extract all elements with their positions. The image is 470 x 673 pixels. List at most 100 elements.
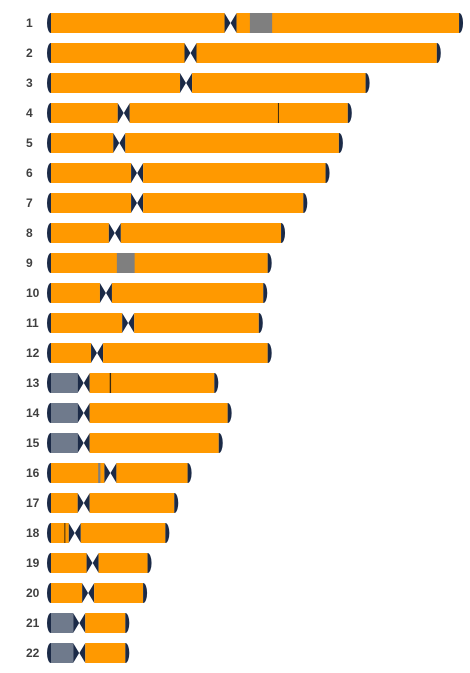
q-arm-cap	[187, 463, 192, 483]
chromosome-label: 1	[26, 16, 33, 30]
centromere-gap	[104, 463, 117, 483]
q-arm	[192, 73, 366, 93]
p-arm-cap	[47, 403, 51, 423]
p-arm-cap	[47, 463, 51, 483]
chromosome-label: 6	[26, 166, 33, 180]
p-arm-cap	[47, 553, 51, 573]
q-arm-cap	[267, 253, 272, 273]
chromosome-label: 13	[26, 376, 40, 390]
q-arm-cap	[218, 433, 223, 453]
chromosome-15: 15	[26, 433, 223, 453]
chromosome-label: 4	[26, 106, 33, 120]
p-arm	[51, 343, 92, 363]
p-arm	[51, 163, 132, 183]
q-arm-cap	[338, 133, 343, 153]
p-arm	[51, 403, 78, 423]
chromosome-label: 18	[26, 526, 40, 540]
q-arm-cap	[263, 283, 268, 303]
centromere-gap	[91, 343, 104, 363]
centromere-gap	[77, 433, 90, 453]
p-arm-cap	[47, 343, 51, 363]
chromosome-9: 9	[26, 253, 272, 273]
q-arm-cap	[125, 613, 130, 633]
gray-band	[98, 463, 101, 483]
chromosome-2: 2	[26, 43, 441, 63]
chromosome-20: 20	[26, 583, 148, 603]
q-arm	[129, 103, 348, 123]
chromosome-16: 16	[26, 463, 192, 483]
p-arm	[51, 553, 87, 573]
p-arm-cap	[47, 283, 51, 303]
q-arm-cap	[459, 13, 464, 33]
q-arm	[143, 193, 304, 213]
p-arm-cap	[47, 193, 51, 213]
chromosome-5: 5	[26, 133, 343, 153]
q-arm	[89, 373, 215, 393]
q-arm-cap	[214, 373, 219, 393]
chromosome-13: 13	[26, 373, 219, 393]
q-arm	[94, 583, 144, 603]
p-arm	[51, 253, 123, 273]
chromosome-label: 3	[26, 76, 33, 90]
p-arm	[51, 103, 118, 123]
chromosome-10: 10	[26, 283, 268, 303]
centromere-gap	[113, 133, 126, 153]
p-arm-cap	[47, 13, 51, 33]
q-arm	[98, 553, 148, 573]
q-arm	[89, 433, 219, 453]
q-arm	[134, 253, 268, 273]
q-arm	[85, 613, 126, 633]
q-arm-cap	[165, 523, 170, 543]
chromosome-18: 18	[26, 523, 170, 543]
q-arm	[111, 283, 264, 303]
p-arm-cap	[47, 223, 51, 243]
q-arm-cap	[281, 223, 286, 243]
p-arm	[51, 133, 114, 153]
chromosome-12: 12	[26, 343, 272, 363]
p-arm-cap	[47, 43, 51, 63]
q-arm	[236, 13, 460, 33]
band-line	[277, 103, 279, 123]
q-arm	[120, 223, 282, 243]
q-arm-cap	[147, 553, 152, 573]
p-arm	[51, 493, 78, 513]
q-arm-cap	[325, 163, 330, 183]
centromere-gap	[77, 373, 90, 393]
p-arm-cap	[47, 373, 51, 393]
orange-band	[273, 13, 276, 33]
centromere-gap	[131, 163, 144, 183]
p-arm	[51, 13, 225, 33]
q-arm-cap	[174, 493, 179, 513]
q-arm	[196, 43, 437, 63]
chromosome-6: 6	[26, 163, 330, 183]
p-arm	[51, 433, 78, 453]
centromere-gap	[73, 643, 86, 663]
q-arm	[80, 523, 166, 543]
p-arm	[51, 583, 83, 603]
p-arm	[51, 223, 109, 243]
band-line	[109, 373, 112, 393]
p-arm-cap	[47, 493, 51, 513]
p-arm	[51, 73, 181, 93]
centromere-gap	[180, 73, 193, 93]
gray-band	[116, 253, 135, 273]
centromere-gap	[99, 283, 112, 303]
centromere-gap	[68, 523, 81, 543]
centromere-gap	[86, 553, 99, 573]
p-arm-cap	[47, 133, 51, 153]
centromere-gap	[108, 223, 121, 243]
q-arm-cap	[258, 313, 263, 333]
chromosome-label: 14	[26, 406, 40, 420]
centromere-gap	[131, 193, 144, 213]
gray-band	[249, 13, 273, 33]
chromosome-22: 22	[26, 643, 130, 663]
band-line	[64, 523, 66, 543]
q-arm-cap	[227, 403, 232, 423]
p-arm-cap	[47, 583, 51, 603]
q-arm	[134, 313, 259, 333]
p-arm	[51, 313, 123, 333]
p-arm	[51, 463, 105, 483]
p-arm	[51, 193, 132, 213]
chromosome-label: 2	[26, 46, 33, 60]
